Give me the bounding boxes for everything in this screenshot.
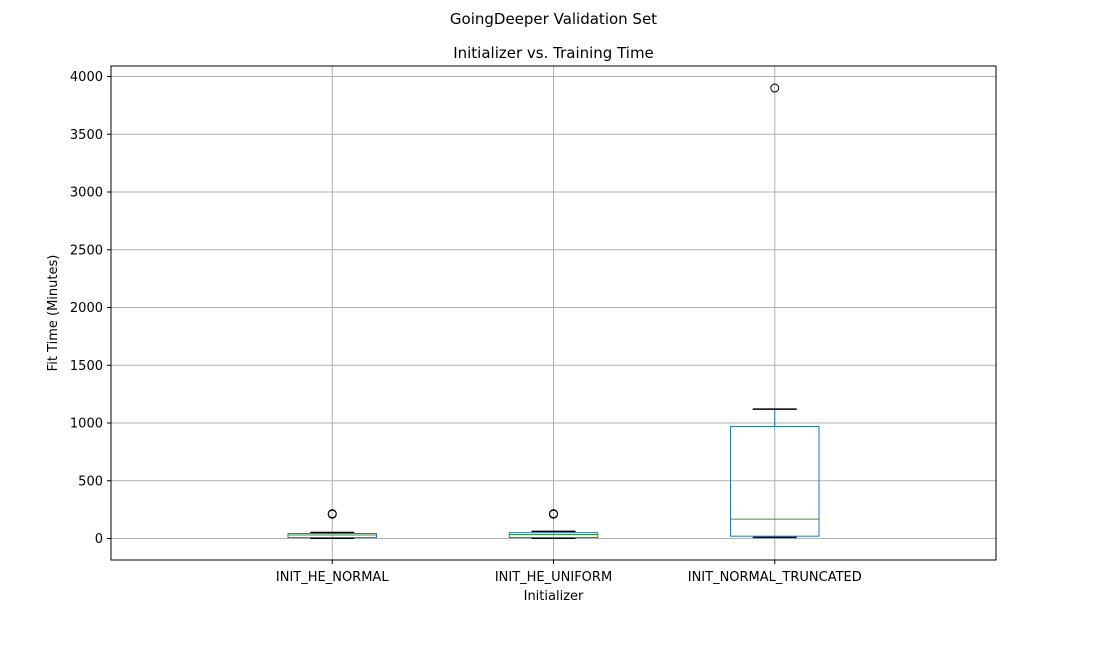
- chart-suptitle: GoingDeeper Validation Set: [450, 10, 657, 28]
- y-tick-label: 2000: [70, 301, 103, 316]
- y-axis-ticks: 0 500 1000 1500 2000 2500 3000 3500 4000: [70, 70, 111, 547]
- y-tick-label: 3500: [70, 128, 103, 143]
- grid-lines: [111, 66, 996, 560]
- y-tick-label: 1000: [70, 417, 103, 432]
- x-axis-label: Initializer: [524, 589, 584, 604]
- box-rect: [508, 532, 599, 539]
- y-tick-label: 500: [78, 474, 103, 489]
- outlier-point: [327, 509, 337, 519]
- x-axis-ticks: INIT_HE_NORMAL INIT_HE_UNIFORM INIT_NORMAL…: [276, 560, 862, 585]
- y-tick-label: 0: [95, 532, 103, 547]
- box-group: [508, 509, 599, 540]
- box-group: [287, 509, 377, 540]
- chart-title: Initializer vs. Training Time: [453, 44, 654, 62]
- box-group: [730, 83, 820, 539]
- box-rect: [287, 533, 377, 539]
- x-tick-label: INIT_HE_UNIFORM: [495, 570, 612, 585]
- y-axis-label: Fit Time (Minutes): [46, 255, 61, 372]
- outlier-point: [770, 83, 780, 93]
- y-tick-label: 3000: [70, 186, 103, 201]
- y-tick-label: 4000: [70, 70, 103, 85]
- y-tick-label: 2500: [70, 243, 103, 258]
- box-series: [287, 83, 820, 540]
- outlier-point: [549, 509, 558, 519]
- x-tick-label: INIT_HE_NORMAL: [276, 570, 389, 585]
- x-tick-label: INIT_NORMAL_TRUNCATED: [688, 570, 862, 585]
- y-tick-label: 1500: [70, 359, 103, 374]
- box-rect: [730, 425, 820, 537]
